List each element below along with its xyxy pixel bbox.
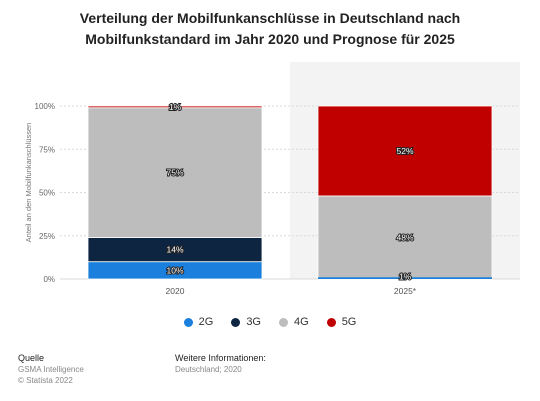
chart-title: Verteilung der Mobilfunkanschlüsse in De… <box>79 10 461 47</box>
info-label[interactable]: Weitere Informationen: <box>175 353 266 363</box>
data-label-2020-5g: 1% <box>169 102 182 112</box>
legend-item-5g[interactable]: 5G <box>326 316 357 328</box>
legend-item-4g[interactable]: 4G <box>279 316 309 328</box>
legend-dot-2g <box>183 317 193 327</box>
stacked-bar-chart: 0% 25% 50% 75% 100% Anteil an den Mobilfunkan… <box>24 62 520 296</box>
y-tick-label-0: 0% <box>43 275 55 284</box>
legend-label-5g: 5G <box>341 316 357 328</box>
y-tick-label-75: 75% <box>39 145 55 154</box>
data-label-2025-2g-3g: 1% <box>399 271 412 281</box>
source-line-2: © Statista 2022 <box>18 376 73 385</box>
y-axis-label: Anteil an den Mobilfunkanschlüssen <box>24 123 33 243</box>
source-label: Quelle <box>18 353 45 363</box>
bar-2020-4g <box>87 107 263 238</box>
data-label-2025-4g: 48% <box>396 232 413 242</box>
y-tick-label-50: 50% <box>39 189 55 198</box>
legend-label-2g: 2G <box>198 316 214 328</box>
legend-dot-3g <box>231 317 241 327</box>
data-label-2020-2g: 10% <box>166 265 183 275</box>
data-label-2020-3g: 14% <box>166 245 183 255</box>
legend-item-2g[interactable]: 2G <box>183 316 214 328</box>
bar-2020-5g <box>87 105 263 109</box>
legend-dot-5g <box>326 317 336 327</box>
legend: 2G 3G 4G 5G <box>0 316 540 328</box>
legend-item-3g[interactable]: 3G <box>231 316 261 328</box>
y-tick-label-25: 25% <box>39 232 55 241</box>
info-text: Deutschland; 2020 <box>175 365 242 374</box>
y-tick-label-100: 100% <box>35 102 55 111</box>
legend-dot-4g <box>279 317 288 327</box>
x-tick-label-2025: 2025* <box>394 286 417 296</box>
legend-label-3g: 3G <box>246 316 261 328</box>
source-line-1[interactable]: GSMA Intelligence <box>18 365 84 374</box>
bar-2020-3g <box>87 237 263 263</box>
bar-2025-2g-3g <box>318 277 492 279</box>
data-label-2025-5g: 52% <box>396 146 413 156</box>
data-label-2020-4g: 75% <box>166 168 183 178</box>
bar-2025-4g <box>317 195 493 280</box>
legend-label-4g: 4G <box>294 316 309 328</box>
x-tick-label-2020: 2020 <box>166 286 185 296</box>
bar-2025-5g <box>317 105 493 197</box>
